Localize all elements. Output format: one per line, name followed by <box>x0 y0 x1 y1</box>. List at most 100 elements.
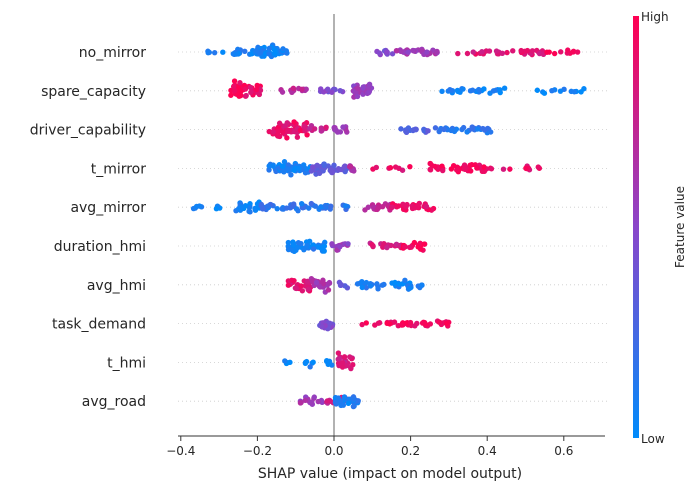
shap-point <box>333 127 339 133</box>
feature-points-spare_capacity <box>228 78 587 100</box>
shap-point <box>321 161 327 167</box>
shap-point <box>309 164 316 170</box>
shap-point <box>293 285 300 292</box>
feature-points-t_mirror <box>266 159 543 178</box>
shap-point <box>323 124 329 130</box>
shap-point <box>279 163 286 169</box>
shap-point <box>383 49 390 55</box>
shap-point <box>455 88 461 95</box>
shap-point <box>243 92 249 99</box>
shap-point <box>233 51 239 57</box>
shap-point <box>272 49 278 56</box>
shap-point <box>280 46 286 52</box>
shap-point <box>248 89 254 96</box>
shap-point <box>350 403 357 410</box>
shap-point <box>295 207 301 214</box>
shap-point <box>421 128 427 134</box>
shap-points <box>190 42 587 410</box>
shap-point <box>299 288 306 294</box>
shap-point <box>423 321 429 328</box>
feature-label-task_demand: task_demand <box>52 317 146 333</box>
shap-point <box>444 320 450 327</box>
shap-point <box>488 129 494 135</box>
shap-point <box>447 87 453 93</box>
shap-point <box>291 242 297 248</box>
shap-point <box>359 284 365 291</box>
feature-points-no_mirror <box>205 42 581 60</box>
shap-point <box>305 286 311 292</box>
shap-point <box>412 126 419 132</box>
shap-point <box>479 168 486 175</box>
shap-point <box>286 127 293 134</box>
shap-point <box>344 362 350 369</box>
feature-points-avg_hmi <box>285 275 425 295</box>
shap-point <box>324 398 331 404</box>
shap-point <box>228 87 234 94</box>
shap-point <box>375 286 381 292</box>
shap-point <box>220 49 226 55</box>
shap-point <box>474 126 481 132</box>
shap-point <box>544 49 550 55</box>
shap-point <box>388 242 394 249</box>
shap-point <box>333 401 339 407</box>
shap-point <box>523 165 529 171</box>
shap-point <box>303 86 309 92</box>
shap-point <box>424 49 430 55</box>
shap-point <box>311 394 317 400</box>
shap-point <box>329 241 335 247</box>
shap-point <box>284 120 290 126</box>
feature-label-spare_capacity: spare_capacity <box>41 84 146 100</box>
shap-point <box>258 201 264 208</box>
shap-point <box>266 167 272 173</box>
x-tick-label: −0.4 <box>166 444 195 458</box>
shap-point <box>467 88 474 94</box>
shap-point <box>369 241 375 248</box>
feature-label-no_mirror: no_mirror <box>79 45 146 61</box>
shap-point <box>460 86 466 92</box>
shap-point <box>518 47 524 54</box>
shap-point <box>490 88 497 94</box>
shap-point <box>558 49 564 55</box>
feature-points-avg_road <box>297 394 361 410</box>
shap-point <box>535 164 541 170</box>
shap-point <box>307 125 313 132</box>
shap-point <box>375 320 382 326</box>
row-guide-lines <box>178 51 610 402</box>
shap-point <box>304 242 310 249</box>
shap-point <box>391 319 398 325</box>
shap-point <box>302 359 309 366</box>
shap-point <box>281 159 288 165</box>
shap-point <box>299 86 305 92</box>
shap-point <box>571 89 578 95</box>
shap-point <box>474 165 480 171</box>
shap-point <box>347 354 353 360</box>
shap-point <box>448 127 454 134</box>
shap-point <box>384 244 390 251</box>
shap-point <box>308 168 315 174</box>
shap-point <box>302 397 309 404</box>
shap-point <box>439 167 446 174</box>
shap-point <box>320 280 327 287</box>
shap-point <box>468 168 474 174</box>
shap-point <box>354 93 361 100</box>
shap-point <box>256 91 263 98</box>
shap-point <box>326 280 333 286</box>
shap-point <box>279 89 286 95</box>
shap-point <box>308 200 315 207</box>
shap-point <box>266 45 273 52</box>
shap-point <box>479 48 485 55</box>
shap-point <box>325 361 331 368</box>
shap-point <box>402 277 408 284</box>
shap-point <box>270 129 276 135</box>
shap-point <box>407 163 413 170</box>
feature-points-t_hmi <box>282 350 356 372</box>
shap-point <box>340 360 346 366</box>
shap-point <box>470 49 476 55</box>
shap-point <box>322 202 329 209</box>
shap-point <box>211 49 218 56</box>
shap-point <box>238 204 244 210</box>
feature-points-task_demand <box>317 318 452 332</box>
shap-point <box>392 279 398 286</box>
shap-point <box>469 126 476 132</box>
